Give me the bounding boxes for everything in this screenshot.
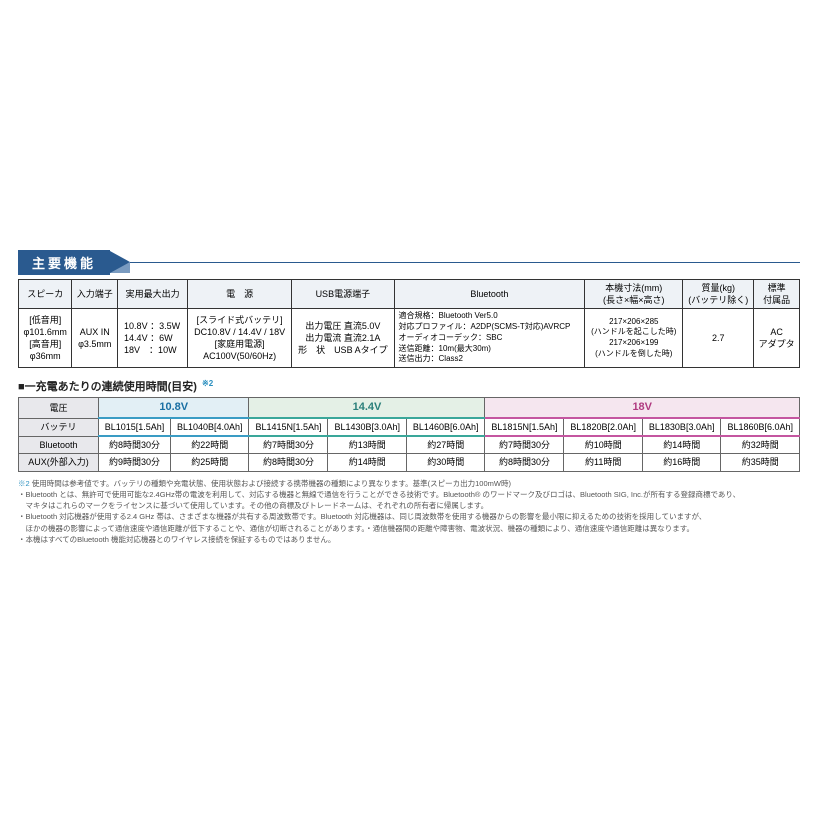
aux-1: 約25時間: [170, 454, 248, 471]
spec-header-output: 実用最大出力: [118, 280, 188, 309]
battery-bl1815n: BL1815N[1.5Ah]: [485, 418, 564, 436]
bt-5: 約7時間30分: [485, 436, 564, 454]
battery-bl1040b: BL1040B[4.0Ah]: [170, 418, 248, 436]
aux-4: 約30時間: [406, 454, 484, 471]
voltage-108: 10.8V: [99, 398, 249, 418]
footnote-line2: ・Bluetooth 対応機器が使用する2.4 GHz 帯は、さまざまな機器が共…: [18, 511, 800, 522]
battery-bl1820b: BL1820B[2.0Ah]: [564, 418, 642, 436]
spec-bluetooth: 適合規格：Bluetooth Ver5.0 対応プロファイル：A2DP(SCMS…: [394, 309, 585, 368]
footnote-line3: ・本機はすべてのBluetooth 機能対応機器とのワイヤレス接続を保証するもの…: [18, 534, 800, 545]
battery-bl1015: BL1015[1.5Ah]: [99, 418, 171, 436]
bt-8: 約32時間: [721, 436, 800, 454]
usage-label-bluetooth: Bluetooth: [19, 436, 99, 454]
bt-2: 約7時間30分: [249, 436, 328, 454]
usage-heading-sup: ※2: [202, 379, 213, 388]
footnote-2: ※2 使用時間は参考値です。バッテリの種類や充電状態、使用状態および接続する携帯…: [18, 478, 800, 489]
spec-header-input: 入力端子: [72, 280, 118, 309]
spec-header-speaker: スピーカ: [19, 280, 72, 309]
section-header: 主要機能: [18, 250, 800, 275]
spec-header-power: 電 源: [188, 280, 292, 309]
footnote-line1b: マキタはこれらのマークをライセンスに基づいて使用しています。その他の商標及びトレ…: [18, 500, 800, 511]
spec-output: 10.8V ：3.5W 14.4V ：6W 18V ：10W: [118, 309, 188, 368]
footnote-2-text: 使用時間は参考値です。バッテリの種類や充電状態、使用状態および接続する携帯機器の…: [32, 479, 511, 488]
spec-power: [スライド式バッテリ] DC10.8V / 14.4V / 18V [家庭用電源…: [188, 309, 292, 368]
spec-table: スピーカ 入力端子 実用最大出力 電 源 USB電源端子 Bluetooth 本…: [18, 279, 800, 368]
spec-header-usb: USB電源端子: [292, 280, 394, 309]
aux-6: 約11時間: [564, 454, 642, 471]
usage-heading: ■一充電あたりの連続使用時間(目安) ※2: [18, 378, 800, 394]
bt-1: 約22時間: [170, 436, 248, 454]
bt-6: 約10時間: [564, 436, 642, 454]
spec-usb: 出力電圧 直流5.0V 出力電流 直流2.1A 形 状 USB Aタイプ: [292, 309, 394, 368]
battery-bl1830b: BL1830B[3.0Ah]: [642, 418, 720, 436]
battery-bl1415n: BL1415N[1.5Ah]: [249, 418, 328, 436]
battery-bl1430b: BL1430B[3.0Ah]: [328, 418, 406, 436]
aux-5: 約8時間30分: [485, 454, 564, 471]
aux-2: 約8時間30分: [249, 454, 328, 471]
bt-7: 約14時間: [642, 436, 720, 454]
battery-bl1460b: BL1460B[6.0Ah]: [406, 418, 484, 436]
usage-heading-text: ■一充電あたりの連続使用時間(目安): [18, 381, 197, 393]
bt-3: 約13時間: [328, 436, 406, 454]
aux-3: 約14時間: [328, 454, 406, 471]
spec-header-dimensions: 本機寸法(mm) (長さ×幅×高さ): [585, 280, 683, 309]
section-title: 主要機能: [18, 250, 110, 275]
spec-accessory: AC アダプタ: [754, 309, 800, 368]
usage-label-aux: AUX(外部入力): [19, 454, 99, 471]
spec-header-accessory: 標準 付属品: [754, 280, 800, 309]
aux-7: 約16時間: [642, 454, 720, 471]
header-decoration: [110, 262, 800, 263]
footnote-line1: ・Bluetooth とは、無許可で使用可能な2.4GHz帯の電波を利用して、対…: [18, 489, 800, 500]
usage-label-battery: バッテリ: [19, 418, 99, 436]
bt-0: 約8時間30分: [99, 436, 171, 454]
spec-header-weight: 質量(kg) (バッテリ除く): [683, 280, 754, 309]
spec-header-bluetooth: Bluetooth: [394, 280, 585, 309]
spec-speaker: [低音用] φ101.6mm [高音用] φ36mm: [19, 309, 72, 368]
usage-label-voltage: 電圧: [19, 398, 99, 418]
footnotes: ※2 使用時間は参考値です。バッテリの種類や充電状態、使用状態および接続する携帯…: [18, 478, 800, 546]
voltage-18: 18V: [485, 398, 800, 418]
spec-weight: 2.7: [683, 309, 754, 368]
voltage-144: 14.4V: [249, 398, 485, 418]
battery-bl1860b: BL1860B[6.0Ah]: [721, 418, 800, 436]
spec-input: AUX IN φ3.5mm: [72, 309, 118, 368]
usage-table: 電圧 10.8V 14.4V 18V バッテリ BL1015[1.5Ah] BL…: [18, 397, 800, 471]
footnote-2-label: ※2: [18, 479, 30, 488]
aux-8: 約35時間: [721, 454, 800, 471]
spec-dimensions: 217×206×285 (ハンドルを起こした時) 217×206×199 (ハン…: [585, 309, 683, 368]
aux-0: 約9時間30分: [99, 454, 171, 471]
footnote-line2b: ほかの機器の影響によって通信速度や通信距離が低下することや、通信が切断されること…: [18, 523, 800, 534]
bt-4: 約27時間: [406, 436, 484, 454]
